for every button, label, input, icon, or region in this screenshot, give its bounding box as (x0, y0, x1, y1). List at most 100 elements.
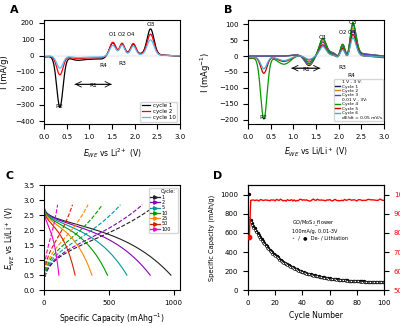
Point (368, 279, 375, 285)
Point (325, 276, 332, 281)
Point (312, 273, 318, 278)
Text: R4: R4 (99, 63, 107, 68)
Point (250, 225, 257, 230)
cycle 2 (148, 32, 153, 36)
X-axis label: $E_{WE}$ vs Li$^{2+}$ (V): $E_{WE}$ vs Li$^{2+}$ (V) (83, 146, 141, 160)
Point (279, 259, 285, 264)
cycle 10 (124, 51, 129, 55)
Point (257, 236, 264, 241)
Point (329, 276, 336, 281)
Legend: Cycle:, 1, 2, 5, 10, 25, 50, 100: Cycle:, 1, 2, 5, 10, 25, 50, 100 (148, 188, 178, 233)
Point (318, 275, 325, 280)
cycle 2 (145, 39, 150, 43)
Point (340, 278, 346, 283)
Point (260, 240, 266, 245)
Text: O1 O2 O4: O1 O2 O4 (109, 32, 135, 37)
Point (286, 263, 292, 269)
Point (248, 220, 254, 225)
Line: cycle 10: cycle 10 (44, 40, 180, 68)
Text: R3: R3 (118, 61, 126, 66)
cycle 1 (58, 105, 62, 109)
Point (269, 251, 276, 256)
cycle 2 (178, 54, 182, 58)
Point (310, 273, 316, 278)
Point (378, 280, 384, 285)
Y-axis label: I (mA/g): I (mA/g) (0, 55, 9, 89)
Point (344, 278, 350, 283)
Point (322, 275, 329, 281)
Point (380, 280, 386, 285)
Point (268, 248, 274, 254)
Point (375, 279, 382, 285)
Point (287, 264, 293, 269)
Point (334, 277, 341, 282)
Point (283, 261, 289, 266)
Y-axis label: I (mAg$^{-1}$): I (mAg$^{-1}$) (199, 52, 213, 93)
Text: GO/MoS$_2$_flower
100mA/g, 0.01-3V
◦  /  ●  De- / Lithiation: GO/MoS$_2$_flower 100mA/g, 0.01-3V ◦ / ●… (292, 219, 348, 240)
Point (283, 262, 289, 267)
Point (343, 278, 349, 283)
Point (339, 277, 345, 283)
Point (360, 279, 367, 284)
Point (354, 279, 360, 284)
Point (320, 275, 326, 280)
Point (298, 269, 304, 274)
Point (347, 278, 353, 284)
Text: O1: O1 (319, 35, 327, 40)
Point (300, 270, 307, 275)
Point (317, 274, 323, 279)
Point (341, 277, 348, 283)
Point (249, 220, 255, 226)
Point (350, 278, 356, 284)
Point (256, 234, 262, 239)
Point (348, 278, 354, 283)
Point (300, 270, 307, 275)
Point (322, 275, 329, 280)
Point (282, 261, 288, 266)
Point (362, 279, 368, 284)
Point (374, 280, 380, 285)
Point (374, 279, 380, 285)
Point (264, 244, 270, 249)
Point (314, 274, 320, 279)
Point (367, 279, 374, 285)
Point (279, 258, 285, 263)
X-axis label: Cycle Number: Cycle Number (289, 311, 343, 320)
Point (291, 265, 298, 271)
Point (367, 279, 374, 284)
Point (291, 266, 298, 271)
Point (258, 237, 265, 242)
Point (258, 238, 265, 243)
Point (370, 279, 376, 285)
Point (249, 222, 255, 228)
Point (377, 280, 383, 285)
Text: C: C (6, 171, 14, 181)
cycle 2 (58, 73, 62, 77)
Point (313, 273, 319, 278)
Point (364, 279, 371, 285)
Point (312, 273, 318, 278)
Point (358, 279, 364, 284)
Point (334, 277, 341, 282)
Point (273, 255, 280, 260)
Point (284, 262, 291, 268)
Point (352, 278, 359, 284)
cycle 2 (124, 50, 129, 54)
Point (292, 266, 299, 271)
Point (280, 259, 286, 264)
Point (271, 252, 277, 258)
cycle 1 (124, 50, 129, 54)
Point (262, 244, 269, 249)
Point (344, 278, 350, 283)
Point (275, 256, 281, 261)
Point (381, 280, 387, 285)
cycle 1 (128, 45, 133, 49)
Point (282, 260, 288, 265)
Point (269, 250, 276, 255)
Point (355, 279, 361, 284)
Point (330, 276, 337, 282)
Point (333, 277, 340, 282)
Point (354, 278, 360, 284)
Point (340, 277, 346, 283)
Point (326, 276, 333, 281)
